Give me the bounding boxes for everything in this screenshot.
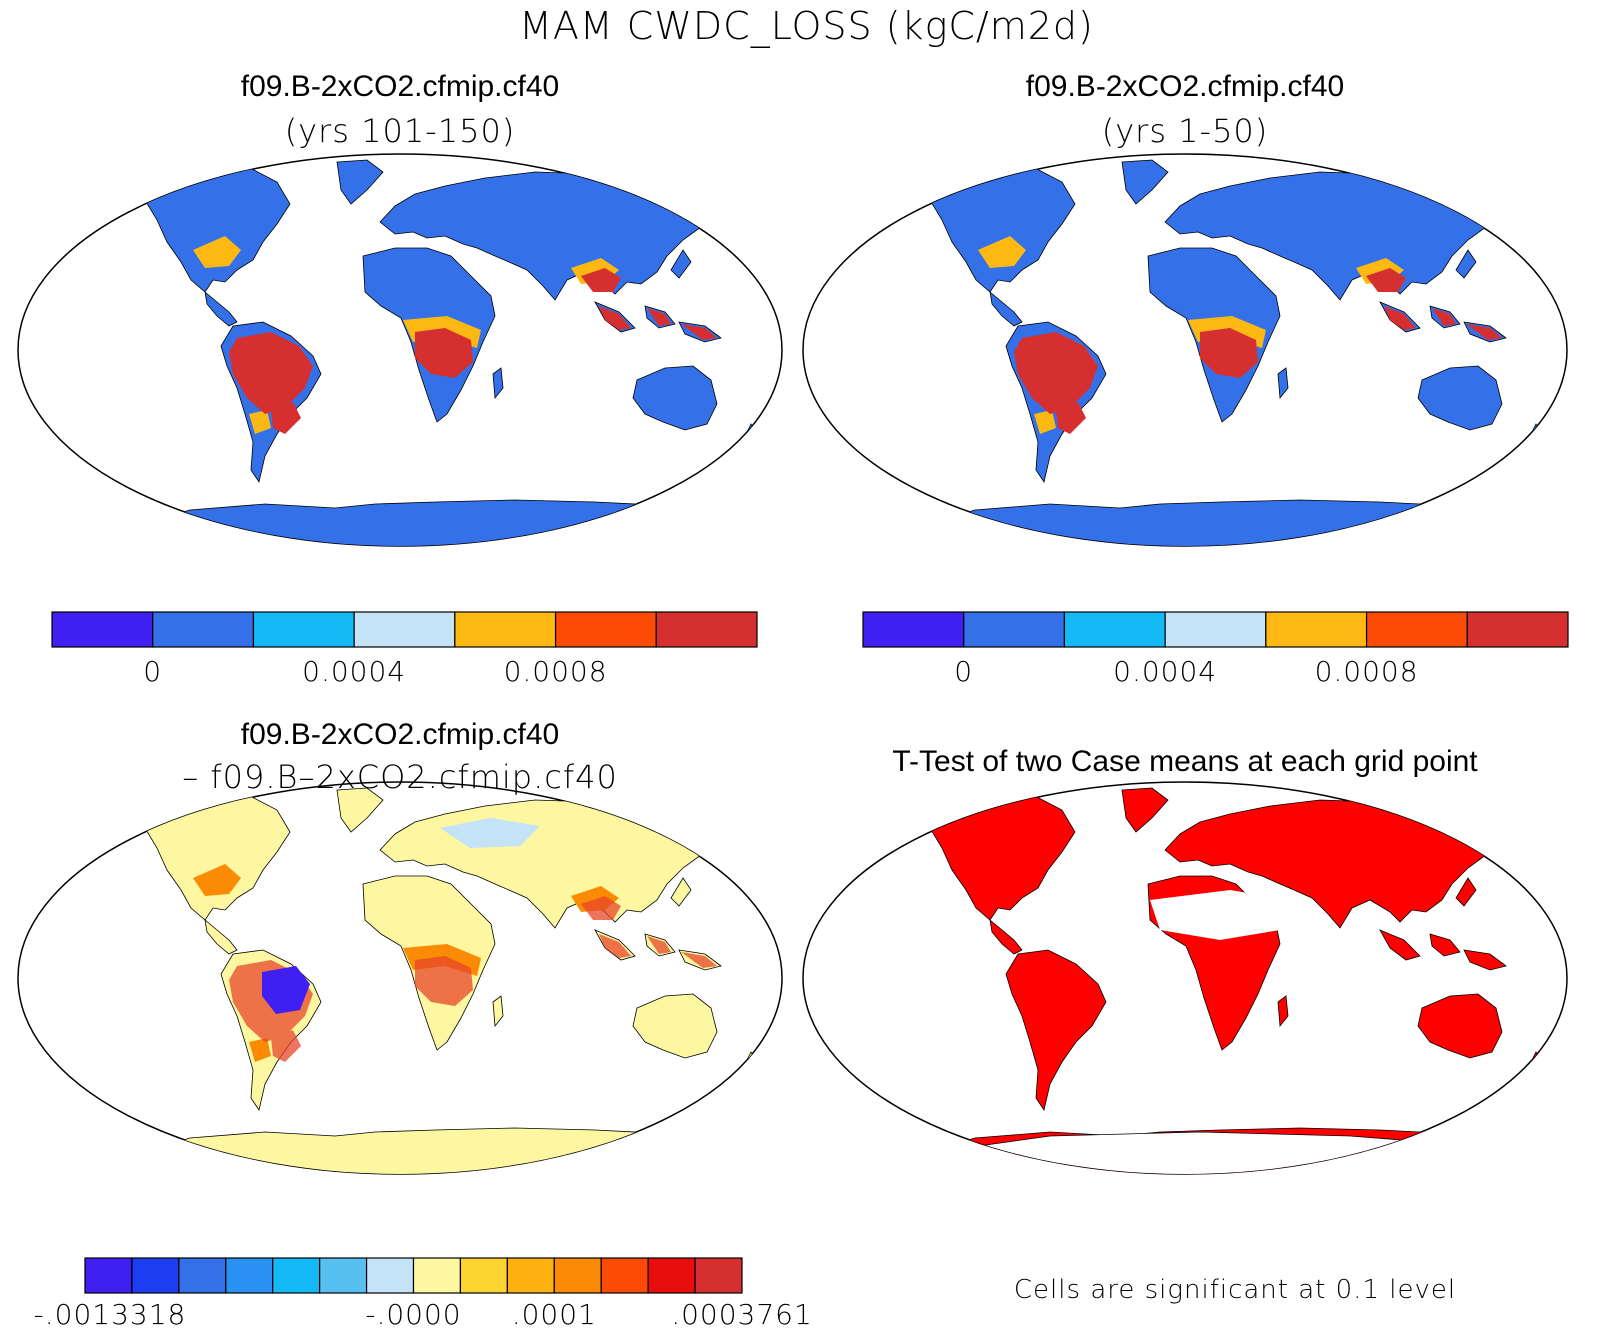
- colorbar-swatch: [1466, 611, 1569, 648]
- colorbar-tick-label: 0.0008: [1314, 655, 1419, 688]
- colorbar-tick-label: 0.0004: [1113, 655, 1218, 688]
- colorbar-tick-label: 0: [954, 655, 974, 688]
- panel-1-colorbar: [51, 611, 758, 648]
- colorbar-tick-label: 0.0008: [503, 655, 608, 688]
- colorbar-swatch: [459, 1257, 508, 1294]
- colorbar-swatch: [1365, 611, 1468, 648]
- colorbar-swatch: [353, 611, 456, 648]
- panel-2-title-line2: (yrs 1-50): [1101, 112, 1269, 150]
- colorbar-tick-label: -.0000: [365, 1298, 462, 1331]
- colorbar-swatch: [152, 611, 255, 648]
- panel-3-title-line2: – f09.B–2xCO2.cfmip.cf40: [182, 758, 618, 796]
- panel-3-decrease-region: [262, 966, 310, 1014]
- colorbar-swatch: [647, 1257, 696, 1294]
- colorbar-swatch: [319, 1257, 368, 1294]
- colorbar-swatch: [600, 1257, 649, 1294]
- panel-3-map: [17, 781, 783, 1175]
- panel-2-title-line1: f09.B-2xCO2.cfmip.cf40: [1025, 70, 1345, 103]
- colorbar-swatch: [1063, 611, 1166, 648]
- panel-4-footer: Cells are significant at 0.1 level: [1013, 1275, 1457, 1305]
- colorbar-swatch: [1265, 611, 1368, 648]
- colorbar-tick-label: .0003761: [671, 1298, 813, 1331]
- panel-3-title-line1: f09.B-2xCO2.cfmip.cf40: [240, 718, 560, 751]
- colorbar-swatch: [225, 1257, 274, 1294]
- panel-3-colorbar: [84, 1257, 743, 1294]
- colorbar-swatch: [506, 1257, 555, 1294]
- panel-3-slight-decrease-region: [440, 818, 540, 848]
- colorbar-swatch: [252, 611, 355, 648]
- panel-2-map: [802, 153, 1568, 547]
- colorbar-swatch: [84, 1257, 133, 1294]
- colorbar-swatch: [554, 611, 657, 648]
- colorbar-swatch: [1164, 611, 1267, 648]
- colorbar-swatch: [963, 611, 1066, 648]
- colorbar-tick-label: 0: [143, 655, 163, 688]
- colorbar-swatch: [412, 1257, 462, 1294]
- figure-title: MAM CWDC_LOSS (kgC/m2d): [519, 4, 1094, 48]
- colorbar-swatch: [454, 611, 557, 648]
- colorbar-swatch: [272, 1257, 321, 1294]
- panel-1-map: [17, 153, 783, 547]
- colorbar-swatch: [51, 611, 154, 648]
- panel-1-title-line2: (yrs 101-150): [284, 112, 516, 150]
- panel-4-title: T-Test of two Case means at each grid po…: [892, 745, 1478, 778]
- colorbar-swatch: [694, 1257, 743, 1294]
- colorbar-swatch: [131, 1257, 180, 1294]
- colorbar-swatch: [553, 1257, 602, 1294]
- panel-4-map: [802, 781, 1568, 1175]
- panel-4-nonsignificant-sahara: [1150, 890, 1290, 940]
- panel-1-title-line1: f09.B-2xCO2.cfmip.cf40: [240, 70, 560, 103]
- panel-2-colorbar: [862, 611, 1569, 648]
- colorbar-tick-label: 0.0004: [302, 655, 407, 688]
- colorbar-swatch: [365, 1257, 415, 1294]
- colorbar-swatch: [178, 1257, 227, 1294]
- colorbar-tick-label: -.0013318: [33, 1298, 187, 1331]
- colorbar-swatch: [862, 611, 965, 648]
- colorbar-tick-label: .0001: [511, 1298, 597, 1331]
- colorbar-swatch: [655, 611, 758, 648]
